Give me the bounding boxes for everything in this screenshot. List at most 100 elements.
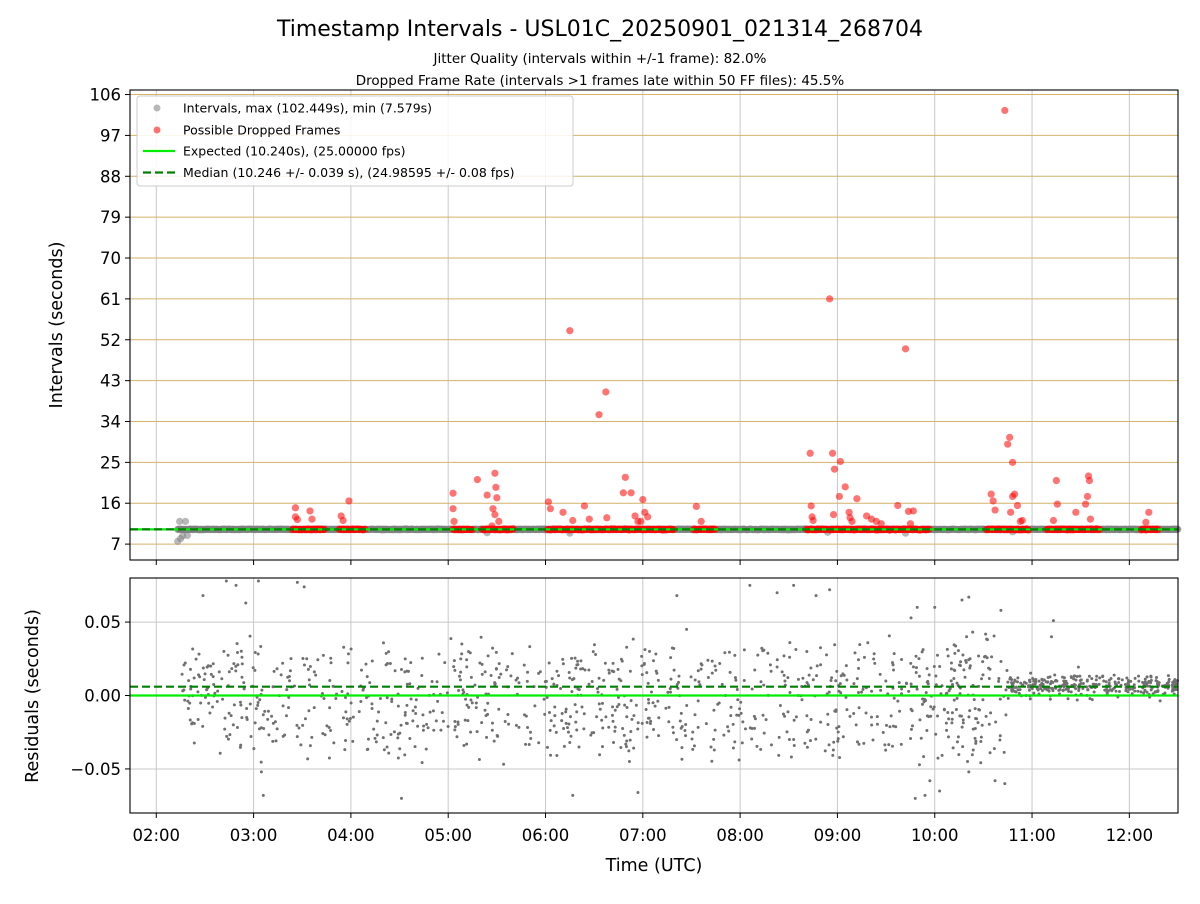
residual-point [1076, 665, 1080, 669]
residual-point [517, 681, 521, 685]
residual-point [891, 663, 895, 667]
residual-point [224, 579, 228, 583]
residual-point [866, 641, 870, 645]
residual-point [312, 670, 316, 674]
residual-point [240, 675, 244, 679]
residual-point [1128, 687, 1132, 691]
residual-point [403, 670, 407, 674]
residual-point [828, 588, 832, 592]
residual-point [218, 751, 222, 755]
residual-point [434, 719, 438, 723]
residual-point [613, 725, 617, 729]
residual-point [888, 725, 892, 729]
residual-point [236, 663, 240, 667]
residual-point [201, 666, 205, 670]
residual-point [440, 711, 444, 715]
residual-point [545, 695, 549, 699]
residual-point [187, 679, 191, 683]
residual-point [794, 648, 798, 652]
residual-point [340, 689, 344, 693]
dropped-frame-point [559, 508, 567, 516]
residual-point [384, 651, 388, 655]
residual-point [569, 734, 573, 738]
dropped-frame-point [621, 473, 629, 481]
residual-point [499, 672, 503, 676]
dropped-frame-point [991, 506, 999, 514]
residual-point [202, 678, 206, 682]
residual-point [390, 700, 394, 704]
residual-point [926, 682, 930, 686]
residual-point [936, 756, 940, 760]
dropped-frame-point [1053, 500, 1061, 508]
residual-point [466, 719, 470, 723]
residual-point [1010, 689, 1014, 693]
residual-point [960, 598, 964, 602]
residual-point [899, 742, 903, 746]
residual-point [759, 680, 763, 684]
residual-point [664, 706, 668, 710]
residual-point [365, 748, 369, 752]
residual-point [523, 713, 527, 717]
residual-point [562, 744, 566, 748]
residual-point [1048, 697, 1052, 701]
residual-point [461, 688, 465, 692]
residual-point [359, 699, 363, 703]
residual-point [967, 770, 971, 774]
interval-point [176, 517, 184, 526]
residual-point [1104, 680, 1108, 684]
residual-point [955, 696, 959, 700]
residual-point [885, 723, 889, 727]
residual-point [761, 713, 765, 717]
dropped-frame-point [488, 522, 496, 530]
residual-point [430, 680, 434, 684]
residual-point [426, 726, 430, 730]
residual-point [188, 667, 192, 671]
residual-point [946, 654, 950, 658]
residual-point [884, 748, 888, 752]
residual-point [192, 721, 196, 725]
residual-point [955, 740, 959, 744]
residual-point [961, 718, 965, 722]
residual-point [220, 677, 224, 681]
residual-point [405, 682, 409, 686]
residual-point [445, 691, 449, 695]
residual-point [712, 737, 716, 741]
residual-point [474, 701, 478, 705]
residual-point [1102, 679, 1106, 683]
residual-point [1133, 689, 1137, 693]
residual-point [225, 734, 229, 738]
residual-point [979, 761, 983, 765]
residual-point [497, 662, 501, 666]
residual-point [553, 714, 557, 718]
dropped-frame-point [692, 502, 700, 511]
residual-point [1045, 680, 1049, 684]
residual-point [302, 585, 306, 589]
residual-point [929, 714, 933, 718]
residual-point [998, 697, 1002, 701]
residual-point [1051, 687, 1055, 691]
dropped-frame-point [829, 510, 838, 519]
residual-point [212, 682, 216, 686]
residual-point [914, 666, 918, 670]
residual-point [343, 748, 347, 752]
residual-point [267, 733, 271, 737]
dropped-frame-point [828, 449, 837, 457]
dropped-frame-point [1013, 501, 1022, 510]
residual-point [203, 695, 207, 699]
residual-point [950, 711, 954, 715]
residual-point [431, 709, 435, 713]
residual-point [993, 779, 997, 783]
residual-point [834, 679, 838, 683]
residual-point [984, 632, 988, 636]
residual-point [270, 714, 274, 718]
residuals-plot-area [130, 579, 1179, 800]
residual-point [853, 651, 857, 655]
residual-point [1050, 635, 1054, 639]
intervals-y-tick-label: 52 [100, 331, 121, 350]
residual-point [525, 679, 529, 683]
interval-point [174, 537, 182, 545]
residual-point [917, 763, 921, 767]
residual-point [555, 669, 559, 673]
residual-point [1137, 679, 1141, 683]
residual-point [809, 717, 813, 721]
